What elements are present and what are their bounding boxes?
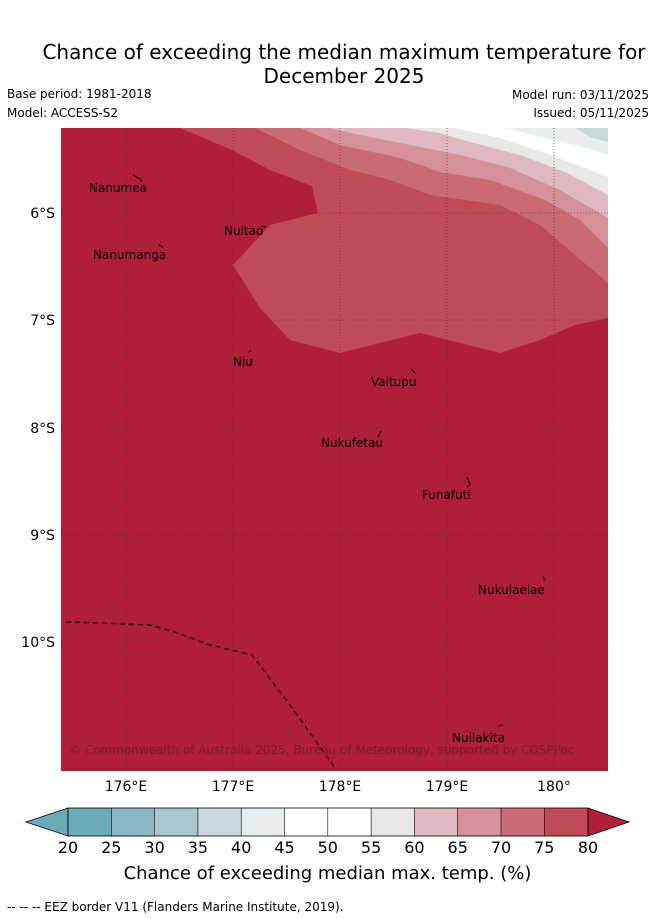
colorbar-tick-label: 35 [188,838,208,857]
colorbar-bin [371,808,415,836]
lat-tick-label: 8°S [30,421,55,437]
colorbar-bin [284,808,328,836]
title-line-2: December 2025 [263,64,425,88]
lat-tick-label: 10°S [21,635,55,651]
region-40 [505,128,608,155]
colorbar-tick-label: 80 [578,838,598,857]
lat-ticks: 6°S 7°S 8°S 9°S 10°S [21,206,55,651]
colorbar-bin [241,808,285,836]
copyright-notice: © Commonwealth of Australia 2025, Bureau… [69,743,574,757]
lon-tick-label: 177°E [212,779,255,795]
lon-tick-label: 180° [537,779,571,795]
place-label: Vaitupu [371,375,417,389]
colorbar-tick-label: 50 [318,838,338,857]
eez-footnote: -- -- -- EEZ border V11 (Flanders Marine… [7,900,344,914]
colorbar-high-extension [587,807,631,837]
colorbar-tick-label: 70 [491,838,511,857]
place-label: Niu [233,355,253,369]
graticule [61,128,608,771]
title-line-1: Chance of exceeding the median maximum t… [42,40,646,64]
colorbar-tick-label: 65 [448,838,468,857]
place-label: Nanumanga [93,248,166,262]
colorbar-tick-label: 60 [404,838,424,857]
model-name: Model: ACCESS-S2 [7,106,119,120]
region-35 [575,128,608,142]
model-run: Model run: 03/11/2025 [511,88,649,102]
colorbar-label: Chance of exceeding median max. temp. (%… [123,863,532,884]
lat-tick-label: 9°S [30,528,55,544]
colorbar-tick-label: 20 [58,838,78,857]
place-label: Funafuti [422,488,471,502]
colorbar-tick-label: 40 [231,838,251,857]
probability-field: © Commonwealth of Australia 2025, Bureau… [61,128,608,771]
place-label: Nuilakita [452,731,505,745]
colorbar-bin [327,808,372,836]
colorbar-bin [457,808,501,836]
lon-tick-label: 178°E [319,779,362,795]
colorbar-tick-label: 75 [534,838,554,857]
map-title: Chance of exceeding the median maximum t… [20,40,655,88]
colorbar-bin [197,808,242,836]
colorbar-bin [111,808,155,836]
place-label: Nuitao [224,224,263,238]
colorbar-tick-label: 25 [101,838,121,857]
lat-tick-label: 7°S [30,313,55,329]
colorbar-bin [544,808,588,836]
colorbar-bin [154,808,198,836]
colorbar-tick-label: 55 [361,838,381,857]
lon-tick-label: 176°E [105,779,148,795]
base-period: Base period: 1981-2018 [7,87,152,101]
place-label: Nukulaelae [478,583,545,597]
lat-tick-label: 6°S [30,206,55,222]
issued-date: Issued: 05/11/2025 [533,106,649,120]
place-label: Nukufetau [321,436,383,450]
place-labels: Nanumea Nuitao Nanumanga Niu Vaitupu Nuk… [89,181,545,745]
lon-tick-label: 179°E [426,779,469,795]
colorbar-bin [501,808,545,836]
island-marks [132,174,546,727]
colorbar-bin [414,808,458,836]
colorbar: 20 25 30 35 40 45 50 55 60 65 70 75 80 [24,807,631,857]
colorbar-bin [68,808,112,836]
lon-ticks: 176°E 177°E 178°E 179°E 180° [105,779,571,795]
eez-border [65,621,336,769]
colorbar-tick-label: 45 [274,838,294,857]
place-label: Nanumea [89,181,147,195]
colorbar-tick-label: 30 [144,838,164,857]
colorbar-low-extension [24,807,69,837]
